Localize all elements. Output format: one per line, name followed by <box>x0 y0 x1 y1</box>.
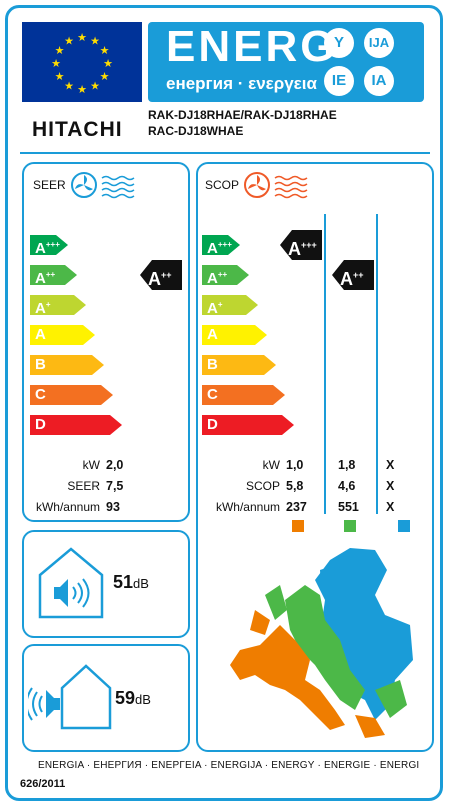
model-line-1: RAK-DJ18RHAE/RAK-DJ18RHAE <box>148 108 337 122</box>
svg-text:★: ★ <box>64 80 74 93</box>
seer-title: SEER <box>33 178 66 192</box>
svg-text:★: ★ <box>51 57 61 70</box>
warm-climate-swatch <box>292 520 304 532</box>
svg-text:★: ★ <box>90 35 100 48</box>
scop-warm-kw: 1,0 <box>286 458 304 472</box>
scop-average-kw: 1,8 <box>338 458 356 472</box>
regulation-number: 626/2011 <box>20 778 66 790</box>
outdoor-unit-icon <box>28 664 112 730</box>
scop-title: SCOP <box>205 178 240 192</box>
energy-class-bar: A+ <box>202 295 258 315</box>
svg-text:★: ★ <box>55 44 65 57</box>
europe-climate-map-icon <box>230 548 413 738</box>
scop-average-scop: 4,6 <box>338 479 356 493</box>
energy-class-bar: C <box>202 385 285 405</box>
energy-class-bar: C <box>30 385 113 405</box>
energy-word: ENERG <box>166 22 338 71</box>
energy-class-bar: A+ <box>30 295 86 315</box>
svg-text:★: ★ <box>103 57 113 70</box>
seer-class-indicator: A++ <box>140 260 182 290</box>
indoor-unit-icon <box>38 547 104 619</box>
svg-text:★: ★ <box>90 80 100 93</box>
scop-cold-scop: X <box>386 479 395 493</box>
seer-label-annual: kWh/annum <box>35 500 100 514</box>
label-frame <box>5 5 443 801</box>
energy-class-bar: B <box>30 355 104 375</box>
seer-panel <box>22 162 190 522</box>
cold-climate-swatch <box>398 520 410 532</box>
energy-class-bar: A <box>30 325 95 345</box>
energy-class-bar: B <box>202 355 276 375</box>
energy-class-bar: A <box>202 325 267 345</box>
lang-code: Y <box>324 28 354 58</box>
scop-panel <box>196 162 434 752</box>
scop-warm-class-indicator: A+++ <box>280 230 322 260</box>
energy-class-bar: A+++ <box>202 235 240 255</box>
energy-class-bar: A++ <box>202 265 249 285</box>
eu-flag: ★ ★ ★ ★ ★ ★ ★ ★ ★ ★ ★ ★ <box>22 22 142 102</box>
divider <box>20 152 430 154</box>
average-climate-swatch <box>344 520 356 532</box>
scop-label-annual: kWh/annum <box>215 500 280 514</box>
seer-value-seer: 7,5 <box>106 479 124 493</box>
seer-label-seer: SEER <box>67 479 100 493</box>
svg-text:★: ★ <box>100 44 110 57</box>
cooling-fan-icon <box>71 172 135 199</box>
lang-code: IE <box>324 66 354 96</box>
energy-class-bar: A++ <box>30 265 77 285</box>
column-divider <box>324 214 326 514</box>
scop-average-annual: 551 <box>338 500 359 514</box>
outdoor-noise-panel <box>22 644 190 752</box>
svg-text:★: ★ <box>77 31 87 44</box>
svg-text:★: ★ <box>64 35 74 48</box>
svg-text:★: ★ <box>77 83 87 96</box>
heating-fan-icon <box>244 172 308 199</box>
svg-text:★: ★ <box>100 70 110 83</box>
indoor-noise-panel <box>22 530 190 638</box>
lang-code: IA <box>364 66 394 96</box>
lang-code: IJA <box>364 28 394 58</box>
scop-warm-annual: 237 <box>286 500 307 514</box>
energy-class-bar: D <box>30 415 122 435</box>
column-divider <box>376 214 378 514</box>
outdoor-noise-value: 59dB <box>115 688 151 708</box>
seer-value-kw: 2,0 <box>106 458 124 472</box>
model-line-2: RAC-DJ18WHAE <box>148 124 244 138</box>
energy-subtitle: енергия · ενεργεια <box>166 74 317 93</box>
seer-label-kw: kW <box>82 458 100 472</box>
indoor-noise-value: 51dB <box>113 572 149 592</box>
footer-languages: ENERGIA · ЕНЕРГИЯ · ΕΝΕΡΓΕΙΑ · ENERGIJA … <box>38 760 420 771</box>
scop-label-scop: SCOP <box>245 479 280 493</box>
brand-logo: HITACHI <box>32 118 123 141</box>
scop-warm-scop: 5,8 <box>286 479 304 493</box>
svg-text:★: ★ <box>55 70 65 83</box>
seer-value-annual: 93 <box>106 500 120 514</box>
energy-banner: ENERG енергия · ενεργεια Y IJA IE IA <box>148 22 424 102</box>
energy-class-bar: D <box>202 415 294 435</box>
scop-cold-annual: X <box>386 500 395 514</box>
energy-class-bar: A+++ <box>30 235 68 255</box>
scop-cold-kw: X <box>386 458 395 472</box>
scop-label-kw: kW <box>262 458 280 472</box>
